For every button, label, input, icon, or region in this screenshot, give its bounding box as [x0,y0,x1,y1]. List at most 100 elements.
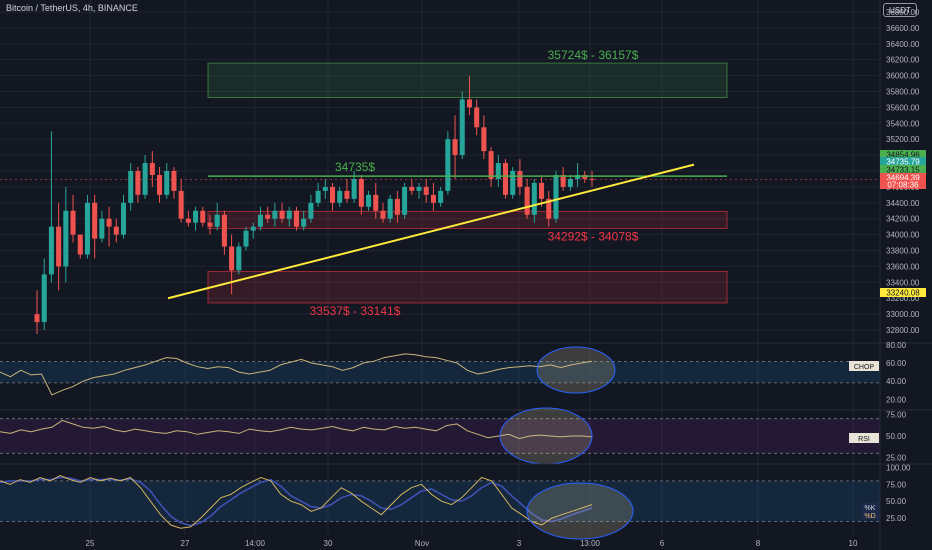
candle-body [366,194,372,207]
pane-band [0,480,880,522]
pane-tick-label: 20.00 [886,395,907,404]
pane-tick-label: 25.00 [886,514,907,523]
candle-body [546,198,552,219]
candle-body [164,171,170,195]
chop-line [0,353,593,396]
candle-body [41,274,47,323]
stoch-k-line [0,474,593,529]
highlight-circle [499,407,593,465]
indicator-tag-label: CHOP [854,364,875,371]
pane-band [0,418,880,454]
price-tick-label: 36400.00 [886,40,920,49]
symbol-title[interactable]: Bitcoin / TetherUS, 4h, BINANCE [6,3,138,13]
price-tag [880,173,926,182]
trendline [167,163,695,300]
candle-body [322,186,328,191]
candle-body [344,190,350,199]
drawing-overlays [0,163,880,300]
price-tick-label: 33000.00 [886,310,920,319]
candle-body [178,190,184,219]
price-tick-label: 34400.00 [886,199,920,208]
candle-body [243,230,249,247]
time-tick-label: 25 [86,539,95,548]
candle-body [474,107,480,128]
candle-body [120,202,127,235]
candle-body [423,186,429,195]
price-axis[interactable]: 32800.00 33000.00 33200.00 33400.00 33600.00… [879,0,926,550]
pane-tick-label: 50.00 [886,432,907,441]
time-tick-label: 30 [324,539,333,548]
price-tick-label: 33200.00 [886,294,920,303]
price-tick-label: 34000.00 [886,231,920,240]
candle-body [481,127,487,152]
time-tick-label: 8 [756,539,761,548]
candle-body [380,210,386,219]
candle-body [128,171,134,203]
candle-body [416,186,422,191]
candle-body [466,99,472,108]
candle-body [84,202,90,255]
candle-body [236,246,242,271]
candle-body [229,246,235,271]
indicator-panes: CHOP RSI %K%D [0,342,932,540]
price-tag-label: 34854.96 [886,151,920,160]
indicator-tag [849,433,879,443]
candle-body [438,190,444,203]
price-tag-label: 34733.15 [886,166,920,175]
candle-body [34,314,40,323]
candle-body [315,190,321,203]
pane-tick-label: 25.00 [886,454,907,463]
candle-body [221,214,227,247]
currency-button[interactable]: USDT [883,3,917,17]
time-tick-label: 10 [849,539,858,548]
annotation-labels: 35724$ - 36157$ 34735$ 34292$ - 34078$ 3353… [310,48,639,318]
candle-body [387,198,393,219]
candle-body [113,226,119,235]
price-zone [207,210,728,229]
price-tick-label: 36200.00 [886,56,920,65]
candle-body [56,226,62,267]
candle-body [265,214,271,219]
candle-body [77,234,83,255]
price-tick-label: 35600.00 [886,103,920,112]
candle-body [539,182,545,199]
candle-body [337,190,343,203]
price-tag-label: 33240.08 [886,289,920,298]
candle-body [250,226,256,231]
candle-body [560,174,566,187]
candle-body [63,210,69,267]
annotation-label: 35724$ - 36157$ [548,48,639,62]
candle-body [272,210,278,219]
price-zone [207,270,728,304]
annotation-label: 33537$ - 33141$ [310,304,401,318]
candle-body [459,99,465,156]
candle-body [358,178,364,207]
candle-body [193,210,199,223]
candle-body [308,202,314,219]
candle-body [510,171,516,195]
time-tick-label: 14:00 [245,539,266,548]
price-zone [207,62,728,99]
candle-body [589,178,595,180]
stoch-legend-k: %K [865,505,876,512]
price-zones [207,62,728,304]
candle-body [502,163,509,195]
stoch-legend-d: %D [864,513,875,520]
candle-body [214,214,220,227]
pane-tick-label: 50.00 [886,497,907,506]
candle-body [582,174,588,179]
pane-tick-label: 60.00 [886,359,907,368]
pane-tick-label: 80.00 [886,341,907,350]
candle-body [99,218,105,239]
price-tag [880,288,926,297]
pane-tick-label: 75.00 [886,410,907,419]
price-tag [880,165,926,174]
candle-body [373,194,379,211]
price-tag [880,150,926,159]
candle-body [402,186,408,215]
candle-body [257,214,263,227]
time-axis[interactable]: 25 27 14:00 30 Nov 3 13:00 6 8 10 [86,539,858,548]
candle-body [279,210,285,219]
candle-body [135,171,141,195]
price-tag [880,180,926,189]
